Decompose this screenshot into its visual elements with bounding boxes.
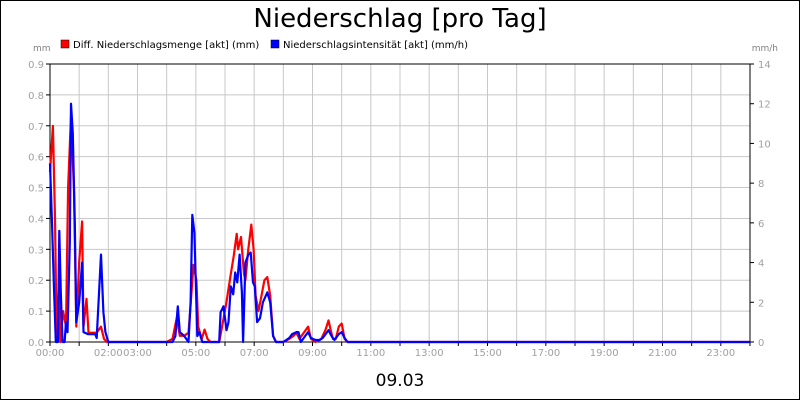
- y-left-tick-label: 0.5: [28, 184, 44, 195]
- y-right-tick-label: 10: [758, 139, 771, 150]
- series-group: [48, 102, 750, 344]
- legend-swatch: [270, 39, 280, 49]
- x-tick-label: 19:00: [590, 348, 619, 359]
- legend-label: Diff. Niederschlagsmenge [akt] (mm): [73, 40, 259, 51]
- y-left-tick-label: 0.9: [28, 60, 44, 71]
- series-line: [48, 115, 750, 344]
- x-tick-label: 13:00: [415, 348, 444, 359]
- x-tick-label: 09:00: [298, 348, 327, 359]
- y-right-tick-label: 14: [758, 60, 771, 71]
- x-tick-label: 05:00: [181, 348, 210, 359]
- x-tick-label: 02:00: [94, 348, 123, 359]
- y-left-axis: 0.0 0.1 0.2 0.3 0.4 0.5 0.6 0.7 0.8 0.9: [28, 60, 50, 349]
- y-right-unit-label: mm/h: [752, 44, 778, 54]
- x-axis: 00:00 02:00 03:00 05:00 07:00 09:00 11:00 13:00…: [36, 342, 751, 359]
- y-left-unit-label: mm: [33, 44, 51, 54]
- date-label: 09.03: [376, 371, 425, 391]
- legend-swatch: [60, 39, 70, 49]
- x-tick-label: 17:00: [531, 348, 560, 359]
- y-right-tick-label: 0: [758, 338, 764, 349]
- y-left-tick-label: 0.1: [28, 307, 44, 318]
- y-right-tick-label: 4: [758, 259, 764, 270]
- y-right-tick-label: 12: [758, 100, 771, 111]
- y-right-tick-label: 6: [758, 219, 764, 230]
- x-tick-label: 15:00: [473, 348, 502, 359]
- y-right-tick-label: 2: [758, 298, 764, 309]
- x-tick-label: 00:00: [36, 348, 65, 359]
- y-left-tick-label: 0.2: [28, 276, 44, 287]
- y-right-axis: 0 2 4 6 8 10 12 14: [750, 60, 771, 349]
- series-line: [48, 102, 750, 344]
- y-left-tick-label: 0.6: [28, 153, 44, 164]
- y-left-tick-label: 0.7: [28, 122, 44, 133]
- y-left-tick-label: 0.3: [28, 245, 44, 256]
- x-tick-label: 11:00: [356, 348, 385, 359]
- y-right-tick-label: 8: [758, 179, 764, 190]
- x-tick-label: 07:00: [240, 348, 269, 359]
- x-tick-label: 03:00: [123, 348, 152, 359]
- y-left-tick-label: 0.8: [28, 91, 44, 102]
- chart-title: Niederschlag [pro Tag]: [253, 4, 546, 34]
- x-tick-label: 23:00: [706, 348, 735, 359]
- x-tick-label: 21:00: [648, 348, 677, 359]
- y-left-tick-label: 0.4: [28, 214, 44, 225]
- grid-lines: [50, 64, 750, 342]
- y-left-tick-label: 0.0: [28, 338, 44, 349]
- legend-label: Niederschlagsintensität [akt] (mm/h): [283, 40, 468, 51]
- legend: Diff. Niederschlagsmenge [akt] (mm) Niede…: [60, 39, 468, 51]
